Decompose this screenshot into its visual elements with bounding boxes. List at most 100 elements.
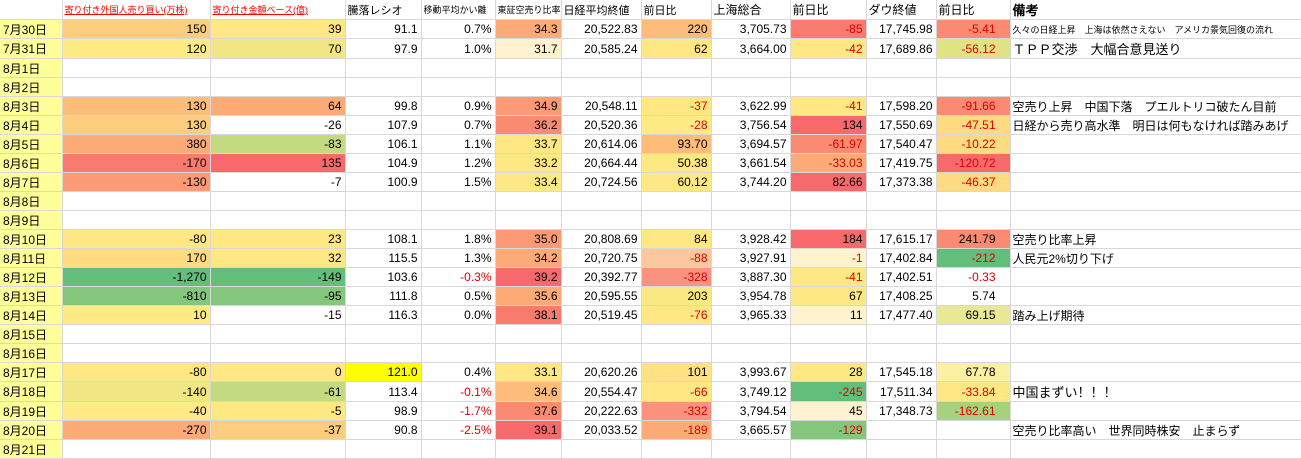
cell-shanghai_composite[interactable]: 3,661.54 bbox=[711, 153, 791, 173]
cell-shanghai_composite[interactable]: 3,954.78 bbox=[711, 286, 791, 306]
cell-dow_change[interactable] bbox=[936, 324, 1011, 344]
cell-updown_ratio[interactable] bbox=[345, 439, 422, 459]
cell-foreign_open_trades[interactable] bbox=[62, 439, 211, 459]
cell-nikkei_close[interactable]: 20,724.56 bbox=[561, 172, 642, 192]
note-cell[interactable] bbox=[1010, 343, 1301, 363]
cell-nikkei_close[interactable] bbox=[561, 439, 642, 459]
cell-nikkei_close[interactable]: 20,519.45 bbox=[561, 305, 642, 325]
cell-nikkei_close[interactable]: 20,720.75 bbox=[561, 248, 642, 268]
cell-shanghai_composite[interactable] bbox=[711, 210, 791, 230]
cell-nikkei_close[interactable]: 20,614.06 bbox=[561, 134, 642, 154]
column-header-shanghai_composite[interactable]: 上海総合 bbox=[711, 0, 791, 20]
cell-open_amount_base[interactable]: -26 bbox=[210, 115, 346, 135]
cell-open_amount_base[interactable]: 32 bbox=[210, 248, 346, 268]
cell-dow_change[interactable]: -56.12 bbox=[936, 38, 1011, 59]
date-cell[interactable]: 8月11日 bbox=[0, 248, 63, 268]
cell-shanghai_composite[interactable]: 3,664.00 bbox=[711, 38, 791, 59]
date-cell[interactable]: 8月5日 bbox=[0, 134, 63, 154]
cell-shanghai_change[interactable]: 134 bbox=[790, 115, 867, 135]
cell-updown_ratio[interactable] bbox=[345, 77, 422, 97]
cell-nikkei_change[interactable]: -88 bbox=[641, 248, 712, 268]
note-cell[interactable]: 踏み上げ期待 bbox=[1010, 305, 1301, 325]
cell-dow_change[interactable]: 69.15 bbox=[936, 305, 1011, 325]
note-cell[interactable]: 人民元2%切り下げ bbox=[1010, 248, 1301, 268]
cell-nikkei_change[interactable]: -37 bbox=[641, 96, 712, 116]
cell-dow_change[interactable]: -46.37 bbox=[936, 172, 1011, 192]
date-cell[interactable]: 8月3日 bbox=[0, 96, 63, 116]
cell-foreign_open_trades[interactable]: -40 bbox=[62, 401, 211, 421]
column-header-dow_change[interactable]: 前日比 bbox=[936, 0, 1011, 20]
cell-tse_short_ratio[interactable] bbox=[495, 343, 562, 363]
cell-nikkei_close[interactable]: 20,392.77 bbox=[561, 267, 642, 287]
cell-tse_short_ratio[interactable]: 35.0 bbox=[495, 229, 562, 249]
cell-updown_ratio[interactable] bbox=[345, 58, 422, 78]
cell-tse_short_ratio[interactable]: 33.4 bbox=[495, 172, 562, 192]
note-cell[interactable] bbox=[1010, 191, 1301, 211]
note-cell[interactable]: 空売り比率高い 世界同時株安 止まらず bbox=[1010, 420, 1301, 440]
cell-tse_short_ratio[interactable]: 38.1 bbox=[495, 305, 562, 325]
cell-dow_change[interactable]: -120.72 bbox=[936, 153, 1011, 173]
cell-shanghai_composite[interactable]: 3,749.12 bbox=[711, 381, 791, 402]
cell-nikkei_change[interactable] bbox=[641, 343, 712, 363]
cell-nikkei_change[interactable]: -76 bbox=[641, 305, 712, 325]
cell-tse_short_ratio[interactable] bbox=[495, 324, 562, 344]
cell-dow_close[interactable]: 17,615.17 bbox=[866, 229, 937, 249]
cell-tse_short_ratio[interactable]: 34.2 bbox=[495, 248, 562, 268]
column-header-ma_divergence[interactable]: 移動平均かい離 bbox=[421, 0, 496, 20]
column-header-nikkei_close[interactable]: 日経平均終値 bbox=[561, 0, 642, 20]
cell-ma_divergence[interactable]: -0.3% bbox=[421, 267, 496, 287]
cell-updown_ratio[interactable]: 90.8 bbox=[345, 420, 422, 440]
note-cell[interactable] bbox=[1010, 172, 1301, 192]
cell-dow_close[interactable]: 17,402.84 bbox=[866, 248, 937, 268]
cell-nikkei_close[interactable]: 20,585.24 bbox=[561, 38, 642, 59]
cell-nikkei_close[interactable]: 20,222.63 bbox=[561, 401, 642, 421]
cell-shanghai_change[interactable]: -61.97 bbox=[790, 134, 867, 154]
cell-ma_divergence[interactable]: 1.1% bbox=[421, 134, 496, 154]
cell-open_amount_base[interactable]: -95 bbox=[210, 286, 346, 306]
cell-dow_close[interactable] bbox=[866, 58, 937, 78]
cell-ma_divergence[interactable]: 0.4% bbox=[421, 362, 496, 382]
cell-foreign_open_trades[interactable]: 170 bbox=[62, 248, 211, 268]
cell-ma_divergence[interactable] bbox=[421, 210, 496, 230]
cell-dow_close[interactable]: 17,373.38 bbox=[866, 172, 937, 192]
cell-dow_change[interactable] bbox=[936, 77, 1011, 97]
note-cell[interactable]: 中国まずい！！！ bbox=[1010, 381, 1301, 402]
cell-nikkei_change[interactable]: 101 bbox=[641, 362, 712, 382]
cell-shanghai_composite[interactable]: 3,744.20 bbox=[711, 172, 791, 192]
date-cell[interactable]: 8月4日 bbox=[0, 115, 63, 135]
cell-shanghai_composite[interactable]: 3,665.57 bbox=[711, 420, 791, 440]
cell-dow_close[interactable]: 17,745.98 bbox=[866, 19, 937, 39]
note-cell[interactable] bbox=[1010, 134, 1301, 154]
cell-shanghai_composite[interactable] bbox=[711, 58, 791, 78]
cell-shanghai_composite[interactable] bbox=[711, 324, 791, 344]
cell-ma_divergence[interactable]: 1.2% bbox=[421, 153, 496, 173]
cell-tse_short_ratio[interactable]: 33.1 bbox=[495, 362, 562, 382]
column-header-tse_short_ratio[interactable]: 東証空売り比率 bbox=[495, 0, 562, 20]
cell-tse_short_ratio[interactable]: 36.2 bbox=[495, 115, 562, 135]
cell-tse_short_ratio[interactable] bbox=[495, 210, 562, 230]
cell-tse_short_ratio[interactable] bbox=[495, 439, 562, 459]
cell-dow_close[interactable] bbox=[866, 191, 937, 211]
cell-shanghai_composite[interactable]: 3,694.57 bbox=[711, 134, 791, 154]
cell-shanghai_composite[interactable] bbox=[711, 343, 791, 363]
cell-shanghai_change[interactable]: -33.03 bbox=[790, 153, 867, 173]
cell-ma_divergence[interactable]: 0.9% bbox=[421, 96, 496, 116]
cell-dow_close[interactable]: 17,545.18 bbox=[866, 362, 937, 382]
cell-foreign_open_trades[interactable]: -1,270 bbox=[62, 267, 211, 287]
cell-foreign_open_trades[interactable]: 120 bbox=[62, 38, 211, 59]
cell-foreign_open_trades[interactable]: -80 bbox=[62, 229, 211, 249]
cell-foreign_open_trades[interactable]: -270 bbox=[62, 420, 211, 440]
cell-dow_change[interactable]: -0.33 bbox=[936, 267, 1011, 287]
column-header-nikkei_change[interactable]: 前日比 bbox=[641, 0, 712, 20]
cell-ma_divergence[interactable] bbox=[421, 58, 496, 78]
cell-dow_close[interactable]: 17,550.69 bbox=[866, 115, 937, 135]
cell-foreign_open_trades[interactable] bbox=[62, 58, 211, 78]
cell-ma_divergence[interactable]: 0.5% bbox=[421, 286, 496, 306]
cell-open_amount_base[interactable]: -149 bbox=[210, 267, 346, 287]
cell-foreign_open_trades[interactable]: -170 bbox=[62, 153, 211, 173]
note-cell[interactable] bbox=[1010, 210, 1301, 230]
cell-dow_change[interactable]: -162.61 bbox=[936, 401, 1011, 421]
cell-dow_close[interactable]: 17,348.73 bbox=[866, 401, 937, 421]
cell-dow_close[interactable]: 17,408.25 bbox=[866, 286, 937, 306]
cell-ma_divergence[interactable]: 0.0% bbox=[421, 305, 496, 325]
